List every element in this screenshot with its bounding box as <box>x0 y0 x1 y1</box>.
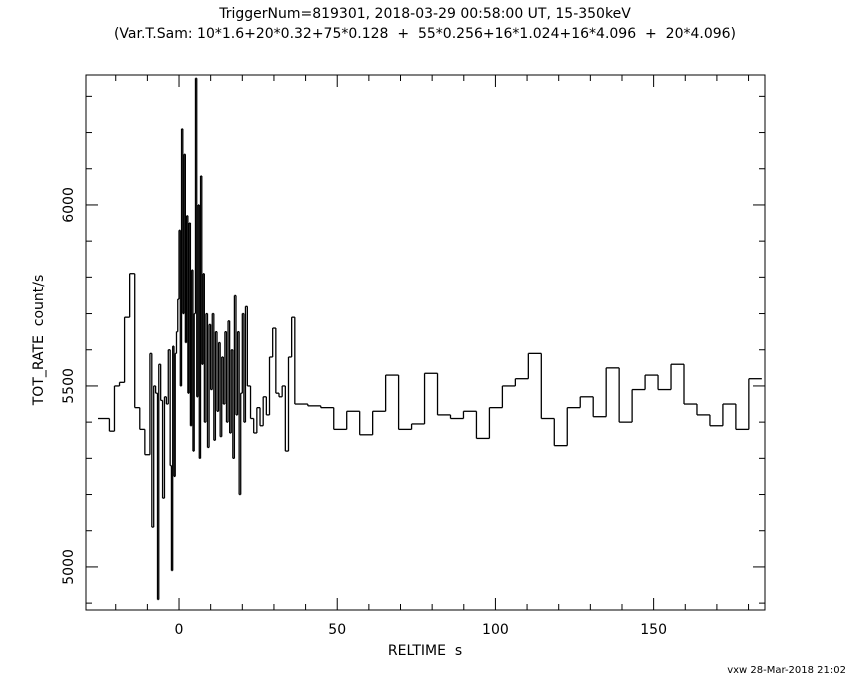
x-tick-label: 0 <box>175 622 184 638</box>
x-tick-label: 100 <box>482 622 509 638</box>
chart-title: TriggerNum=819301, 2018-03-29 00:58:00 U… <box>218 6 631 22</box>
y-axis-label: TOT_RATE count/s <box>31 275 47 407</box>
y-tick-label: 5000 <box>61 549 77 585</box>
footer: vxw 28-Mar-2018 21:02 <box>727 665 846 676</box>
y-tick-label: 6000 <box>61 187 77 223</box>
x-axis-label: RELTIME s <box>388 643 462 659</box>
chart-subtitle: (Var.T.Sam: 10*1.6+20*0.32+75*0.128 + 55… <box>114 26 736 42</box>
plot-frame <box>85 74 766 611</box>
y-tick-label: 5500 <box>61 368 77 404</box>
x-tick-label: 50 <box>328 622 346 638</box>
x-tick-label: 150 <box>640 622 667 638</box>
